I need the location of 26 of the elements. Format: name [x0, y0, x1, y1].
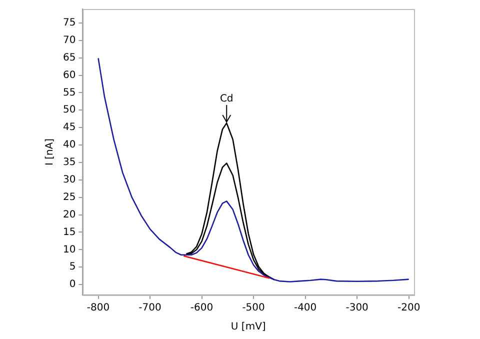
y-tick-label: 25: [62, 192, 76, 203]
y-tick-label: 20: [62, 209, 76, 220]
y-tick-label: 45: [62, 122, 76, 134]
x-tick-label: -800: [86, 302, 110, 314]
x-axis-title: U [mV]: [230, 322, 266, 333]
x-tick-label: -700: [138, 302, 162, 314]
y-tick-label: 50: [62, 104, 76, 116]
x-tick-label: -600: [190, 302, 214, 314]
y-tick-label: 5: [69, 262, 76, 273]
y-tick-label: 35: [62, 157, 76, 168]
y-tick-label: 15: [62, 226, 76, 238]
x-tick-label: -500: [242, 302, 265, 314]
y-tick-label: 70: [62, 34, 76, 46]
y-tick-label: 30: [62, 174, 76, 186]
annotation: Cd: [220, 94, 234, 105]
y-tick-label: 55: [62, 87, 76, 98]
y-tick-label: 40: [62, 140, 76, 151]
x-tick-label: -400: [294, 302, 317, 314]
y-tick-label: 60: [62, 70, 76, 81]
y-tick-label: 75: [62, 18, 76, 29]
y-tick-label: 0: [69, 279, 76, 290]
x-tick-label: -200: [397, 302, 420, 314]
x-tick-label: -300: [346, 302, 368, 314]
y-axis-title: I [nA]: [44, 138, 56, 166]
y-tick-label: 65: [62, 52, 76, 64]
y-tick-label: 10: [62, 244, 76, 256]
